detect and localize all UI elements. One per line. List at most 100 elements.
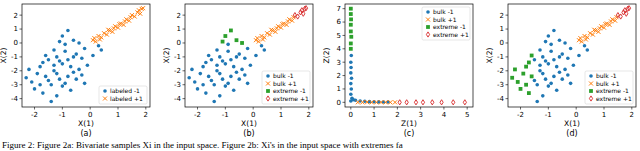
marker-stroke xyxy=(106,28,110,32)
marker-stroke xyxy=(105,33,109,37)
marker-stroke xyxy=(266,82,270,86)
point xyxy=(98,37,102,41)
marker-stroke xyxy=(384,100,388,104)
point xyxy=(229,75,233,79)
y-tick xyxy=(343,102,346,103)
point xyxy=(349,12,353,16)
point xyxy=(421,100,424,105)
marker-stroke xyxy=(578,36,582,40)
marker-stroke xyxy=(103,97,107,101)
point xyxy=(558,55,562,59)
y-axis-label: X(2) xyxy=(162,48,171,64)
marker-stroke xyxy=(117,22,121,26)
y-tick-label: -3 xyxy=(11,81,18,89)
point xyxy=(558,38,562,42)
marker-stroke xyxy=(286,19,290,23)
marker-stroke xyxy=(140,7,144,11)
marker-shape xyxy=(38,65,42,69)
marker-shape xyxy=(55,72,59,76)
point xyxy=(521,72,525,76)
point xyxy=(74,52,78,56)
y-tick-label: -1 xyxy=(497,53,504,61)
marker-shape xyxy=(519,87,523,91)
marker-shape xyxy=(535,100,539,104)
y-tick xyxy=(20,15,23,16)
y-tick xyxy=(343,88,346,89)
point xyxy=(566,73,570,77)
point xyxy=(586,48,590,52)
point xyxy=(533,79,537,83)
point xyxy=(405,100,408,105)
point xyxy=(566,56,570,60)
marker-shape xyxy=(58,40,62,44)
y-tick xyxy=(506,56,509,57)
marker-shape xyxy=(544,59,548,63)
marker-shape xyxy=(237,52,241,56)
point xyxy=(350,76,354,80)
point xyxy=(215,63,219,67)
marker-shape xyxy=(583,44,587,48)
point xyxy=(510,76,514,80)
legend-label: extreme +1 xyxy=(433,31,469,38)
marker-shape xyxy=(72,70,76,74)
point xyxy=(535,100,539,104)
point xyxy=(69,65,73,69)
point xyxy=(280,22,284,26)
point xyxy=(58,40,62,44)
point xyxy=(49,83,53,87)
point xyxy=(255,36,259,40)
plot-area xyxy=(510,6,630,104)
marker-stroke xyxy=(261,37,265,41)
marker-shape xyxy=(349,92,353,96)
y-tick xyxy=(20,84,23,85)
marker-shape xyxy=(552,58,556,62)
legend-label: extreme +1 xyxy=(596,95,632,102)
marker-shape xyxy=(61,84,65,88)
legend-label: extreme -1 xyxy=(433,23,466,30)
marker-stroke xyxy=(129,15,133,19)
point xyxy=(349,71,353,75)
point xyxy=(544,59,548,63)
marker-shape xyxy=(619,14,622,19)
marker-shape xyxy=(44,54,48,58)
point xyxy=(97,44,101,48)
x-tick xyxy=(420,107,421,110)
marker-stroke xyxy=(603,22,607,26)
marker-shape xyxy=(243,56,247,60)
marker-stroke xyxy=(388,100,392,104)
point xyxy=(533,58,537,62)
point xyxy=(72,55,76,59)
marker-stroke xyxy=(129,15,133,19)
marker-shape xyxy=(193,80,197,84)
marker-shape xyxy=(218,94,222,98)
marker-shape xyxy=(229,75,233,79)
point xyxy=(72,70,76,74)
y-tick-label: 5 xyxy=(337,32,341,40)
marker-stroke xyxy=(592,28,596,32)
point xyxy=(549,43,553,47)
marker-shape xyxy=(589,74,593,78)
marker-stroke xyxy=(92,36,96,40)
panel: -2-1012-4-3-2-1012X(1)X(2)(d)bulk -1bulk… xyxy=(485,4,636,138)
marker-shape xyxy=(431,100,434,105)
y-tick xyxy=(343,35,346,36)
marker-shape xyxy=(350,76,354,80)
marker-shape xyxy=(303,6,306,11)
point xyxy=(129,15,133,19)
point xyxy=(547,84,551,88)
y-tick-label: 1 xyxy=(500,25,504,33)
marker-shape xyxy=(452,100,455,105)
marker-shape xyxy=(349,7,353,11)
y-tick xyxy=(183,56,186,57)
marker-shape xyxy=(563,68,567,72)
y-tick xyxy=(343,62,346,63)
marker-shape xyxy=(41,61,45,65)
legend: bulk -1bulk +1extreme -1extreme +1 xyxy=(585,71,633,104)
marker-shape xyxy=(100,48,104,52)
marker-shape xyxy=(221,59,225,63)
marker-shape xyxy=(426,10,430,14)
marker-shape xyxy=(97,44,101,48)
x-tick-label: 0 xyxy=(574,111,578,119)
x-tick xyxy=(604,107,605,110)
point xyxy=(379,100,383,104)
